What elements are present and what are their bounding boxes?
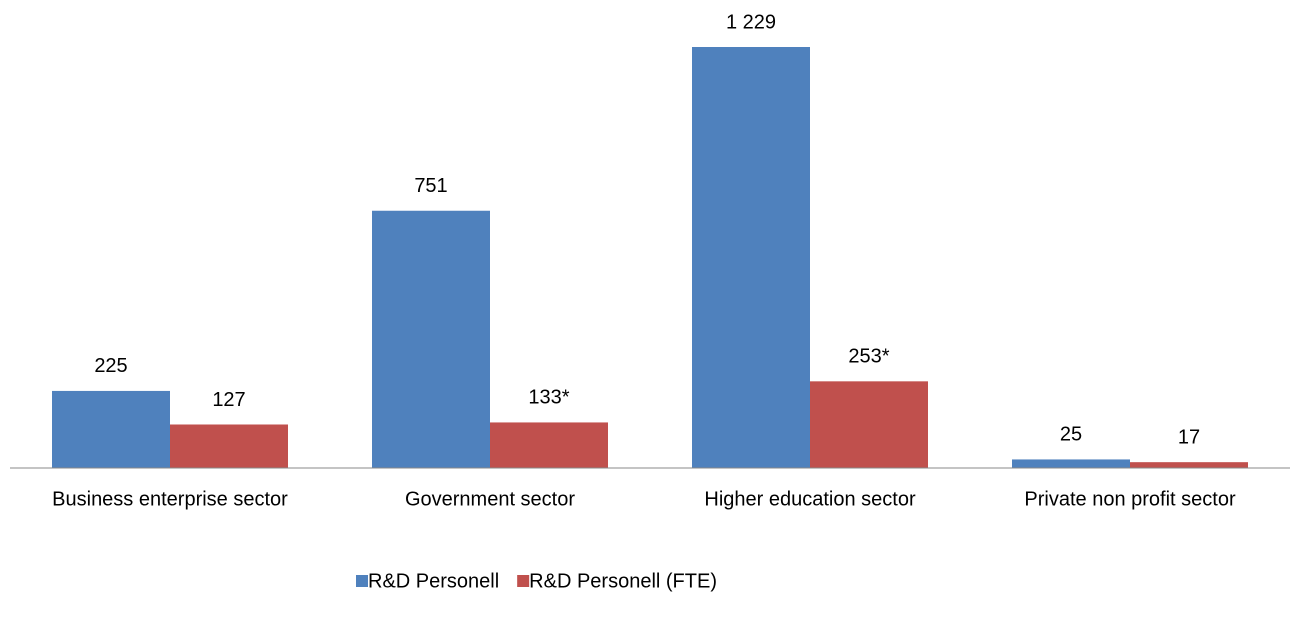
value-label: 751	[414, 175, 447, 197]
bar	[1130, 462, 1248, 468]
x-tick-label: Private non profit sector	[1024, 488, 1236, 510]
legend-label: R&D Personell	[368, 570, 499, 592]
legend-swatch	[517, 575, 530, 587]
bar	[372, 210, 490, 468]
value-label: 1 229	[726, 11, 776, 33]
value-label: 17	[1178, 426, 1200, 448]
legend-label: R&D Personell (FTE)	[529, 570, 717, 592]
bar	[810, 381, 928, 468]
legend-swatch	[356, 575, 368, 587]
bar	[170, 424, 288, 468]
x-tick-label: Government sector	[405, 488, 575, 510]
bar	[490, 422, 608, 468]
value-label: 225	[94, 355, 127, 377]
x-tick-label: Business enterprise sector	[52, 488, 288, 510]
value-label: 253*	[848, 346, 889, 368]
value-label: 133*	[528, 387, 569, 409]
bar	[1012, 459, 1130, 468]
value-label: 127	[212, 389, 245, 411]
bar	[52, 390, 170, 468]
bar	[692, 47, 810, 468]
x-tick-label: Higher education sector	[704, 488, 916, 510]
value-label: 25	[1060, 424, 1082, 446]
